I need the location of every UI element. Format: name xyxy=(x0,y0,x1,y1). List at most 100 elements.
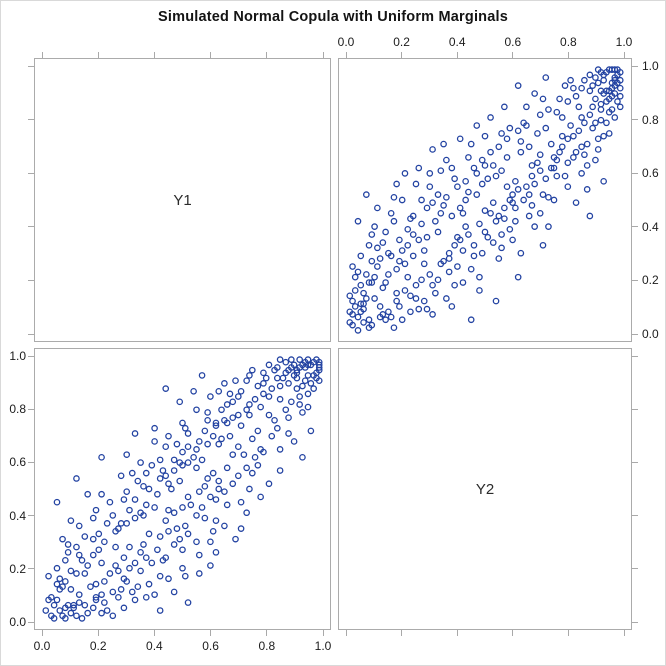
scatter-point xyxy=(506,196,514,204)
scatter-point xyxy=(501,103,508,111)
scatter-point xyxy=(578,84,585,92)
scatter-point xyxy=(492,172,500,180)
scatter-point xyxy=(221,522,228,530)
scatter-point xyxy=(207,393,214,400)
scatter-point xyxy=(195,551,203,559)
scatter-point xyxy=(374,204,381,212)
scatter-point xyxy=(170,467,178,474)
scatter-point xyxy=(137,459,144,466)
scatter-point xyxy=(492,217,500,225)
scatter-point xyxy=(586,111,594,119)
scatter-point xyxy=(514,82,522,89)
y2-variable-label: Y2 xyxy=(475,480,495,498)
scatter-point xyxy=(578,143,585,151)
scatter-point xyxy=(600,178,607,185)
scatter-point xyxy=(379,239,387,246)
scatter-point xyxy=(387,313,395,321)
scatter-point xyxy=(616,103,624,111)
x-axis-tick-bottom xyxy=(623,630,625,636)
scatter-point xyxy=(131,496,139,503)
scatter-point xyxy=(581,76,588,84)
scatter-point xyxy=(371,273,378,281)
scatter-point xyxy=(179,564,186,572)
y-axis-tick-label-right: 0.0 xyxy=(642,327,659,341)
scatter-point xyxy=(109,588,117,596)
scatter-point xyxy=(368,279,376,286)
scatter-plot-y2-vs-y1 xyxy=(346,66,624,334)
y-axis-tick-left xyxy=(28,119,34,121)
scatter-point xyxy=(59,612,66,620)
scatter-point xyxy=(176,535,184,543)
scatter-point xyxy=(536,151,544,159)
scatter-point xyxy=(614,71,621,79)
scatter-point xyxy=(597,106,605,113)
scatter-point xyxy=(89,514,97,522)
scatter-point xyxy=(257,493,264,501)
y-axis-tick-left xyxy=(28,461,34,463)
scatter-point xyxy=(131,596,139,604)
scatter-point xyxy=(611,114,619,121)
scatter-point xyxy=(363,295,370,302)
scatter-point xyxy=(448,303,456,310)
scatter-point xyxy=(106,498,114,506)
scatter-point xyxy=(151,504,158,511)
scatter-point xyxy=(84,609,92,617)
scatter-point xyxy=(73,543,80,551)
scatter-point xyxy=(531,180,538,188)
x-axis-tick-bottom xyxy=(266,630,268,636)
scatter-point xyxy=(357,281,365,289)
scatter-point xyxy=(492,297,500,305)
scatter-point xyxy=(201,427,209,435)
scatter-point xyxy=(360,300,367,308)
scatter-point xyxy=(429,199,436,207)
scatter-point xyxy=(221,380,228,387)
scatter-point xyxy=(351,303,359,310)
scatter-point xyxy=(443,193,450,201)
scatter-point xyxy=(489,162,497,169)
scatter-point xyxy=(156,607,164,614)
scatter-point xyxy=(162,385,170,392)
scatter-point xyxy=(170,588,178,596)
scatter-point xyxy=(201,514,209,522)
scatter-point xyxy=(556,148,563,156)
scatter-point xyxy=(589,124,596,132)
scatter-point xyxy=(523,183,530,191)
scatter-point xyxy=(98,490,105,498)
scatter-point xyxy=(78,615,86,622)
scatter-point xyxy=(600,132,607,140)
scatter-point xyxy=(193,406,200,414)
scatter-point xyxy=(115,567,122,575)
scatter-point xyxy=(517,148,525,156)
scatter-point xyxy=(212,496,220,503)
scatter-point xyxy=(273,424,281,432)
scatter-point xyxy=(586,212,594,220)
scatter-point xyxy=(376,303,384,310)
x-axis-tick-top xyxy=(153,52,155,58)
scatter-point xyxy=(184,599,192,606)
scatter-point xyxy=(382,316,389,324)
y-axis-tick-right xyxy=(632,515,638,517)
scatter-point xyxy=(536,167,544,175)
scatter-point xyxy=(184,430,192,437)
scatter-point xyxy=(368,321,376,329)
scatter-point xyxy=(73,475,80,482)
scatter-point xyxy=(67,586,75,593)
scatter-point xyxy=(503,154,511,161)
scatter-point xyxy=(92,506,100,514)
scatter-point xyxy=(498,167,505,175)
chart-title: Simulated Normal Copula with Uniform Mar… xyxy=(158,9,508,25)
scatter-point xyxy=(237,498,245,506)
scatter-point xyxy=(212,422,220,429)
scatter-point xyxy=(134,477,142,485)
scatter-point xyxy=(542,74,550,81)
scatter-point xyxy=(501,204,508,212)
scatter-point xyxy=(616,92,624,100)
x-axis-tick-label-top: 0.8 xyxy=(560,35,577,49)
scatter-point xyxy=(198,372,206,379)
scatter-point xyxy=(570,84,577,92)
scatter-point xyxy=(310,358,317,366)
scatter-point xyxy=(592,74,599,81)
scatter-point xyxy=(476,220,483,228)
y-axis-tick-right xyxy=(632,226,638,228)
scatter-point xyxy=(154,546,161,554)
